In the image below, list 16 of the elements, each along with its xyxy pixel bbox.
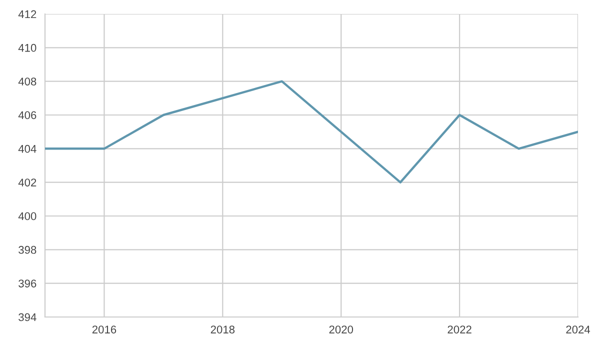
y-tick-label: 398	[18, 246, 36, 254]
y-tick-label: 410	[18, 44, 36, 52]
y-tick-label: 396	[18, 280, 36, 288]
x-tick-label: 2020	[329, 326, 354, 334]
y-tick-label: 412	[18, 10, 36, 18]
y-tick-label: 404	[18, 144, 36, 153]
y-tick-label: 408	[18, 78, 36, 86]
x-tick-label: 2018	[210, 326, 235, 334]
x-tick-label: 2022	[448, 326, 472, 334]
x-tick-label: 2016	[92, 326, 116, 334]
y-tick-label: 394	[18, 313, 36, 322]
x-tick-label: 2024	[566, 326, 590, 334]
y-tick-label: 406	[18, 111, 36, 120]
y-tick-label: 402	[18, 178, 36, 186]
line-series	[45, 80, 578, 184]
y-tick-label: 400	[18, 212, 36, 220]
